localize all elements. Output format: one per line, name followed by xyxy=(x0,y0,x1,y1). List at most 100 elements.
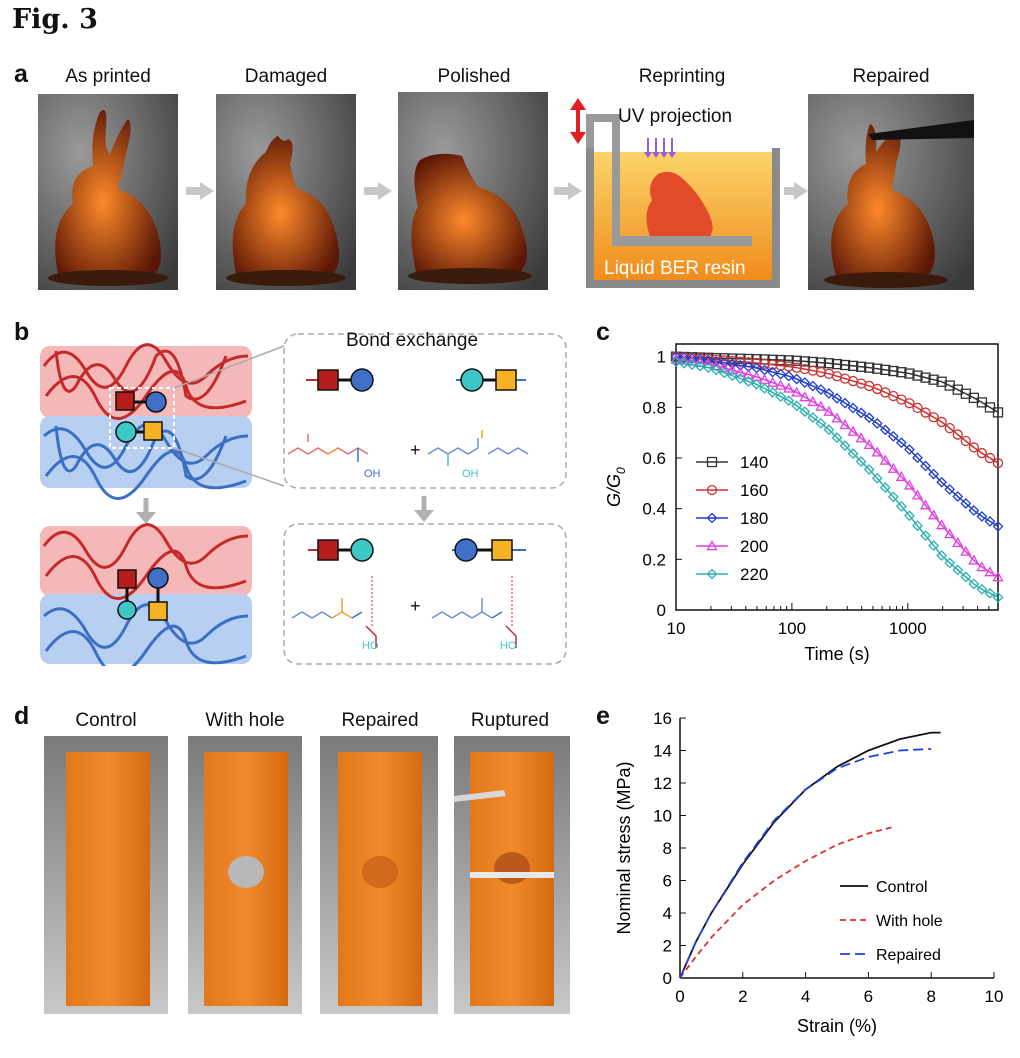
point-c-200 xyxy=(791,386,803,397)
point-c-180 xyxy=(726,358,738,370)
y-tick-label-c: 0 xyxy=(657,601,666,620)
panel-b-label: b xyxy=(14,318,30,346)
panel-a-label: a xyxy=(14,60,28,88)
sample-repaired xyxy=(320,736,438,1014)
point-c-180 xyxy=(807,380,819,392)
y-axis-label-c: G/G0 xyxy=(604,467,628,507)
point-c-160 xyxy=(984,452,996,464)
point-c-200 xyxy=(766,376,779,387)
point-c-200 xyxy=(911,489,924,500)
point-c-220 xyxy=(718,367,730,379)
point-c-160 xyxy=(976,447,988,459)
point-c-180 xyxy=(936,476,948,488)
point-c-180 xyxy=(831,392,843,404)
point-c-200 xyxy=(919,499,932,510)
point-c-200 xyxy=(742,368,755,379)
line-c-220 xyxy=(675,360,999,599)
point-c-220 xyxy=(710,364,722,376)
chart-c: 0 0.2 0.4 0.6 0.8 1 10 100 1000 Time (s) G/G0 140 16… xyxy=(604,343,1004,664)
plot-frame-c xyxy=(675,343,999,611)
x-tick-label-e: 2 xyxy=(738,987,747,1006)
point-c-220 xyxy=(863,464,875,475)
arrow-4-icon xyxy=(794,182,808,200)
photo-repaired xyxy=(808,94,974,290)
series-c-180 xyxy=(670,351,1004,532)
point-c-200 xyxy=(863,438,875,450)
point-c-220 xyxy=(952,564,964,576)
point-c-180 xyxy=(815,384,827,395)
point-c-180 xyxy=(686,353,698,364)
point-c-140 xyxy=(823,358,835,369)
y-tick-label-c: 0.6 xyxy=(642,449,666,468)
liquid-resin-label: Liquid BER resin xyxy=(604,258,746,279)
sample-control xyxy=(44,736,168,1014)
point-c-140 xyxy=(920,372,931,383)
point-c-180 xyxy=(944,484,956,495)
y-tick-label-e: 12 xyxy=(653,774,672,793)
point-c-220 xyxy=(775,391,787,402)
point-c-220 xyxy=(807,412,819,423)
point-c-140 xyxy=(888,365,899,377)
x-tick-label-e: 10 xyxy=(985,987,1004,1006)
point-c-140 xyxy=(783,355,794,366)
photo-polished xyxy=(398,92,548,290)
ho-label-left: HO xyxy=(362,640,379,652)
point-c-220 xyxy=(944,557,956,569)
point-c-140 xyxy=(775,354,786,366)
point-c-200 xyxy=(927,509,940,520)
point-c-140 xyxy=(799,356,810,367)
bond-exchange-label: Bond exchange xyxy=(346,330,479,351)
legend-label-e: Repaired xyxy=(876,947,941,964)
point-c-160 xyxy=(735,356,746,367)
legend-marker-c-140 xyxy=(706,456,718,468)
point-c-160 xyxy=(815,366,827,378)
caption-repaired-d: Repaired xyxy=(341,710,419,731)
point-c-220 xyxy=(759,382,770,394)
legend-label-c-180: 180 xyxy=(740,509,768,528)
point-c-220 xyxy=(686,359,698,371)
point-c-200 xyxy=(992,571,1004,582)
caption-polished: Polished xyxy=(437,66,511,87)
point-c-140 xyxy=(831,358,843,370)
sample-ruptured xyxy=(454,736,570,1014)
point-c-220 xyxy=(743,376,754,387)
point-c-180 xyxy=(863,412,875,424)
y-tick-label-e: 0 xyxy=(663,969,672,988)
point-c-220 xyxy=(928,540,940,551)
x-tick-label-e: 0 xyxy=(675,987,684,1006)
point-c-180 xyxy=(694,353,706,365)
point-c-220 xyxy=(879,482,891,494)
line-c-160 xyxy=(675,355,999,464)
arrow-4-stem xyxy=(784,187,796,195)
panel-e-label: e xyxy=(596,702,610,730)
point-c-200 xyxy=(952,536,964,548)
arrow-3-icon xyxy=(568,182,582,200)
point-c-180 xyxy=(823,388,835,399)
panel-c-label: c xyxy=(596,318,610,346)
point-c-180 xyxy=(734,359,746,371)
point-c-140 xyxy=(839,359,851,371)
point-c-200 xyxy=(815,400,827,411)
point-c-220 xyxy=(799,406,811,418)
point-c-180 xyxy=(839,397,851,409)
point-c-160 xyxy=(791,362,802,373)
point-c-160 xyxy=(960,435,971,447)
point-c-180 xyxy=(952,491,964,502)
caption-as-printed: As printed xyxy=(65,66,151,87)
point-c-140 xyxy=(855,361,867,372)
x-tick-label-c: 10 xyxy=(667,619,686,638)
point-c-220 xyxy=(936,550,948,561)
line-e-with-hole xyxy=(679,826,894,979)
point-c-200 xyxy=(855,432,867,443)
y-tick-label-e: 4 xyxy=(663,904,672,923)
legend-marker-c-160 xyxy=(706,484,718,496)
point-c-220 xyxy=(839,440,851,452)
sample-with-hole xyxy=(188,736,302,1014)
point-c-160 xyxy=(952,429,963,440)
plus-bottom: + xyxy=(410,596,421,616)
point-c-180 xyxy=(895,437,907,449)
caption-repaired: Repaired xyxy=(852,66,930,87)
point-c-180 xyxy=(976,510,988,522)
series-c-220 xyxy=(670,356,1004,603)
point-c-200 xyxy=(847,425,859,436)
